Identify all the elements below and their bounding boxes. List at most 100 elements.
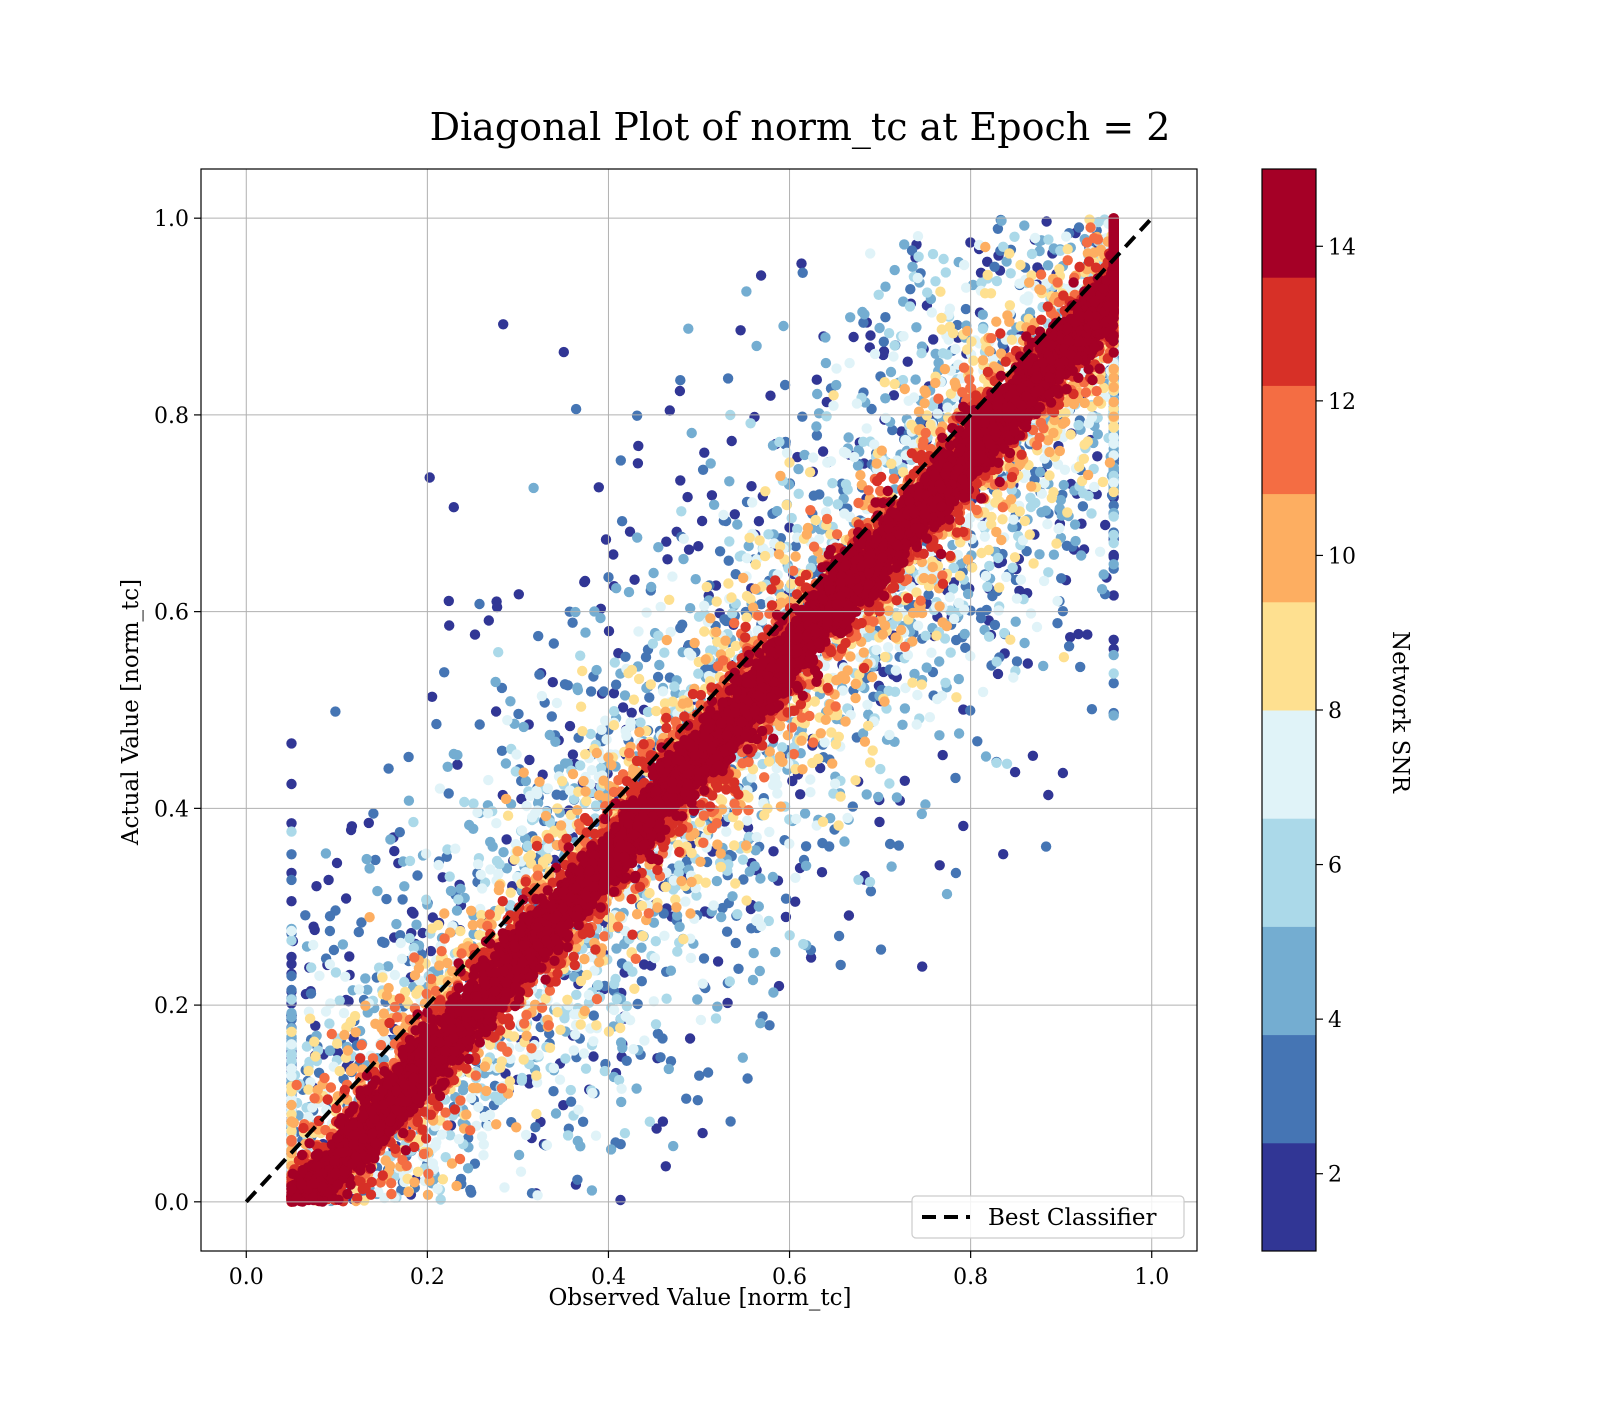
scatter-point xyxy=(1007,562,1018,573)
scatter-point xyxy=(608,720,620,731)
scatter-point xyxy=(474,598,485,610)
scatter-point xyxy=(771,779,783,790)
scatter-point xyxy=(699,447,710,458)
scatter-point xyxy=(826,727,837,738)
scatter-point xyxy=(880,281,891,292)
scatter-point xyxy=(1054,522,1065,534)
scatter-point xyxy=(950,772,961,784)
scatter-point xyxy=(817,446,829,457)
scatter-point xyxy=(667,571,678,582)
scatter-point xyxy=(725,1116,736,1127)
scatter-point xyxy=(941,888,953,900)
scatter-point xyxy=(936,690,948,701)
scatter-point xyxy=(575,650,586,661)
scatter-point xyxy=(531,1070,542,1081)
scatter-point xyxy=(577,1116,589,1128)
scatter-point xyxy=(898,331,909,342)
scatter-point xyxy=(1076,550,1087,561)
scatter-point xyxy=(1082,436,1094,447)
scatter-point xyxy=(457,1085,469,1096)
scatter-point xyxy=(750,559,761,570)
scatter-point xyxy=(1024,529,1036,540)
scatter-point xyxy=(669,681,680,692)
scatter-point xyxy=(1055,494,1067,506)
scatter-point xyxy=(729,509,740,520)
scatter-point xyxy=(753,901,764,912)
scatter-point xyxy=(960,642,971,653)
scatter-point xyxy=(1048,549,1060,560)
scatter-point xyxy=(977,323,989,334)
scatter-point xyxy=(724,976,735,987)
scatter-point xyxy=(879,377,890,388)
scatter-point xyxy=(1086,508,1097,519)
scatter-point xyxy=(286,1039,297,1050)
scatter-point xyxy=(1022,295,1033,306)
scatter-point xyxy=(711,875,723,887)
scatter-point xyxy=(577,726,588,737)
scatter-point xyxy=(700,877,711,888)
scatter-point xyxy=(816,867,828,878)
scatter-point xyxy=(676,506,687,517)
scatter-point xyxy=(916,348,927,359)
scatter-point xyxy=(723,555,734,566)
scatter-point xyxy=(753,516,765,527)
scatter-point xyxy=(845,312,856,323)
scatter-point xyxy=(286,984,297,996)
scatter-point xyxy=(851,398,863,409)
scatter-point xyxy=(764,826,775,838)
scatter-point xyxy=(1108,668,1119,679)
scatter-point xyxy=(889,264,900,276)
scatter-point xyxy=(442,761,453,772)
scatter-point xyxy=(897,719,908,730)
scatter-point xyxy=(518,721,529,733)
scatter-point xyxy=(768,987,779,998)
scatter-point xyxy=(903,395,914,406)
scatter-point xyxy=(998,849,1009,860)
scatter-point xyxy=(937,749,948,761)
scatter-point xyxy=(598,686,609,697)
scatter-point xyxy=(483,774,494,786)
scatter-point xyxy=(760,486,771,497)
scatter-point xyxy=(663,1063,674,1075)
scatter-point xyxy=(616,516,628,527)
scatter-point xyxy=(350,1027,361,1038)
scatter-point xyxy=(953,673,964,685)
scatter-point xyxy=(675,622,686,634)
scatter-point xyxy=(518,1054,529,1065)
scatter-point xyxy=(711,596,722,607)
scatter-point xyxy=(1046,492,1058,504)
scatter-point xyxy=(821,411,832,422)
scatter-point xyxy=(882,642,894,653)
scatter-point xyxy=(1036,507,1047,518)
scatter-point xyxy=(629,983,640,994)
scatter-point xyxy=(884,729,895,741)
scatter-point xyxy=(610,679,622,690)
scatter-point xyxy=(646,581,657,593)
scatter-point xyxy=(808,490,819,501)
scatter-point xyxy=(353,984,365,995)
scatter-point xyxy=(356,917,367,928)
scatter-point xyxy=(674,385,686,397)
scatter-point xyxy=(1108,590,1119,601)
scatter-point xyxy=(934,860,945,871)
scatter-point xyxy=(828,390,839,401)
scatter-point xyxy=(412,870,423,881)
scatter-point xyxy=(911,322,922,333)
scatter-point xyxy=(596,724,607,735)
scatter-point xyxy=(672,946,683,957)
scatter-point xyxy=(617,702,629,713)
scatter-point xyxy=(675,475,686,486)
scatter-point xyxy=(692,994,703,1005)
scatter-point xyxy=(1100,519,1111,531)
scatter-point xyxy=(692,1095,703,1106)
scatter-point xyxy=(654,659,665,671)
scatter-point xyxy=(569,1009,580,1020)
scatter-point xyxy=(840,479,852,490)
scatter-point xyxy=(699,626,710,637)
scatter-point xyxy=(601,734,612,745)
scatter-point xyxy=(844,357,855,369)
scatter-point xyxy=(501,834,512,845)
scatter-point xyxy=(611,583,622,594)
